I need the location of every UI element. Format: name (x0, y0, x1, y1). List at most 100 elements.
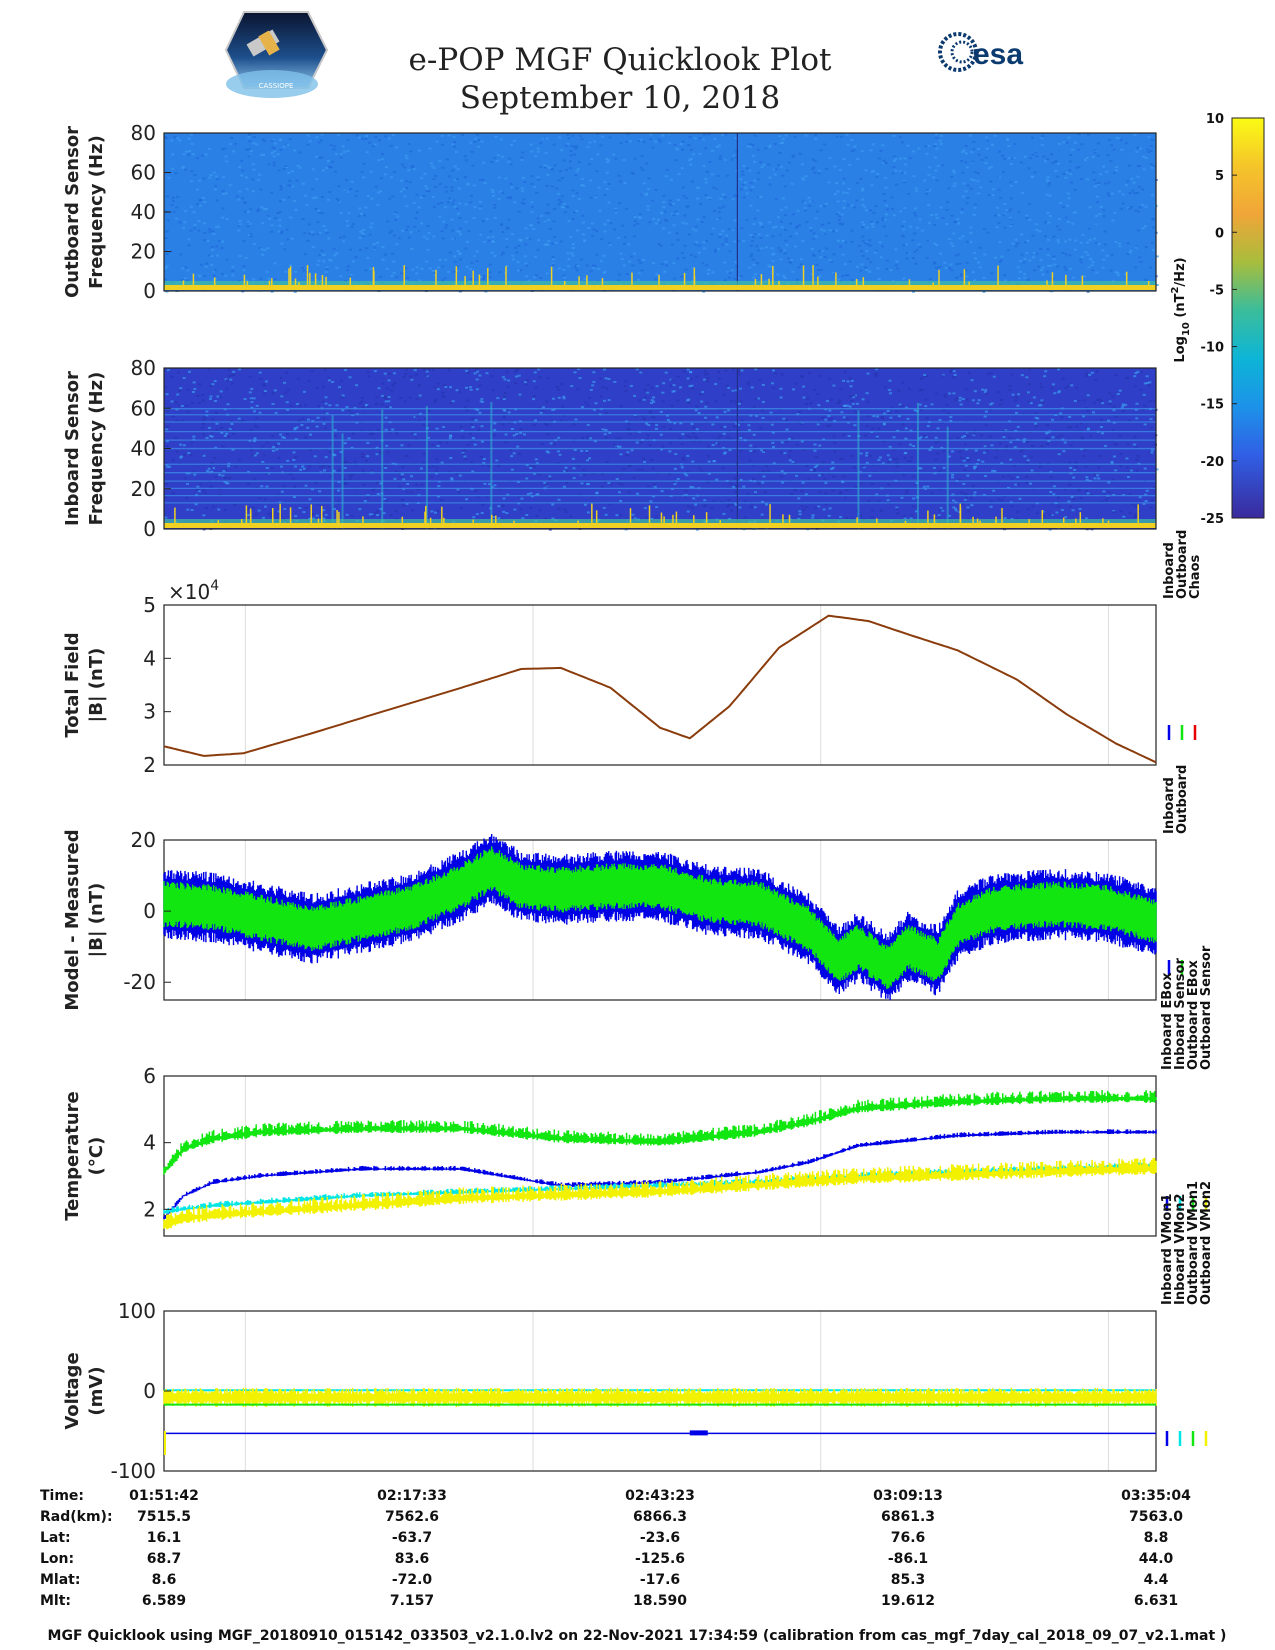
spectrogram-noise (1136, 455, 1140, 458)
spectrogram-noise (1145, 148, 1149, 151)
spectrogram-noise (869, 261, 873, 264)
spectrogram-noise (971, 271, 975, 274)
spectrogram-noise (1113, 455, 1117, 458)
spectrogram-noise (938, 265, 942, 268)
spectrogram-noise (704, 177, 708, 180)
spectrogram-noise (501, 191, 505, 194)
spectrogram-noise (789, 450, 793, 453)
spectrogram-noise (456, 250, 460, 253)
spectrogram-noise (322, 517, 326, 520)
spectrogram-noise (972, 251, 976, 254)
spectrogram-noise (1064, 253, 1068, 256)
spectrogram-noise (203, 416, 207, 419)
spectrogram-noise (815, 210, 819, 213)
spectrogram-noise (264, 380, 268, 383)
spectrogram-noise (689, 378, 693, 381)
spectrogram-noise (787, 455, 791, 458)
spectrogram-noise (168, 465, 172, 468)
spectrogram-noise (411, 509, 415, 512)
spectrogram-noise (586, 145, 590, 148)
spectrogram-noise (193, 387, 197, 390)
spectrogram-noise (285, 401, 289, 404)
spectrogram-noise (833, 165, 837, 168)
spectrogram-noise (937, 514, 941, 517)
spectrogram-noise (268, 217, 272, 220)
spectrogram-noise (196, 203, 200, 206)
spectrogram-noise (466, 183, 470, 186)
spectrogram-noise (793, 462, 797, 465)
spectrogram-noise (603, 193, 607, 196)
spectrogram-noise (343, 189, 347, 192)
spectrogram-noise (776, 273, 780, 276)
spectrogram-noise (935, 392, 939, 395)
spectrogram-noise (617, 236, 621, 239)
spectrogram-noise (184, 404, 188, 407)
spectrogram-noise (646, 485, 650, 488)
spectrogram-noise (565, 481, 569, 484)
spectrogram-noise (190, 402, 194, 405)
spectrogram-noise (706, 445, 710, 448)
spectrogram-noise (572, 423, 576, 426)
spectrogram-noise (801, 200, 805, 203)
spectrogram-noise (427, 368, 431, 371)
spectrogram-noise (1000, 255, 1004, 258)
spectrogram-noise (1027, 202, 1031, 205)
spectrogram-noise (365, 459, 369, 462)
spectrogram-noise (949, 416, 953, 419)
spectrogram-noise (265, 473, 269, 476)
spectrogram-noise (461, 133, 465, 136)
spectrogram-noise (952, 506, 956, 509)
y-axis-label: Frequency (Hz) (86, 372, 107, 526)
spectrogram-noise (1011, 393, 1015, 396)
spectrogram-noise (619, 405, 623, 408)
spectrogram-noise (707, 481, 711, 484)
spectrogram-noise (178, 462, 182, 465)
spectrogram-noise (779, 208, 783, 211)
spectrogram-noise (197, 402, 201, 405)
spectrogram-noise (508, 195, 512, 198)
spectrogram-noise (1041, 515, 1045, 518)
spectrogram-noise (598, 377, 602, 380)
spectrogram-noise (1026, 239, 1030, 242)
spectrogram-noise (927, 173, 931, 176)
spectrogram-noise (1082, 399, 1086, 402)
spectrogram-noise (783, 452, 787, 455)
spectrogram-noise (431, 368, 435, 371)
spectrogram-noise (661, 445, 665, 448)
spectrogram-noise (1009, 197, 1013, 200)
spectrogram-noise (702, 133, 706, 136)
spectrogram-noise (331, 160, 335, 163)
spectrogram-noise (920, 377, 924, 380)
spectrogram-noise (732, 485, 736, 488)
spectrogram-noise (561, 405, 565, 408)
spectrogram-noise (925, 152, 929, 155)
spectrogram-noise (328, 450, 332, 453)
spectrogram-noise (557, 507, 561, 510)
spectrogram-noise (894, 169, 898, 172)
spectrogram-noise (1075, 166, 1079, 169)
spectrogram-noise (870, 223, 874, 226)
spectrogram-noise (360, 231, 364, 234)
spectrogram-noise (881, 219, 885, 222)
spectrogram-noise (378, 451, 382, 454)
spectrogram-noise (590, 222, 594, 225)
spectrogram-noise (659, 433, 663, 436)
spectrogram-noise (557, 388, 561, 391)
spectrogram-noise (662, 425, 666, 428)
spectrogram-noise (371, 514, 375, 517)
spectrogram-noise (674, 159, 678, 162)
spectrogram-noise (261, 138, 265, 141)
spectrogram-noise (949, 263, 953, 266)
spectrogram-noise (332, 148, 336, 151)
spectrogram-noise (395, 432, 399, 435)
spectrogram-noise (220, 247, 224, 250)
spectrogram-noise (452, 199, 456, 202)
spectrogram-noise (925, 189, 929, 192)
spectrogram-noise (178, 139, 182, 142)
spectrogram-noise (702, 241, 706, 244)
spectrogram-noise (650, 402, 654, 405)
spectrogram-noise (493, 254, 497, 257)
spectrogram-noise (609, 483, 613, 486)
y-axis-label: Total Field (62, 632, 83, 737)
spectrogram-noise (412, 168, 416, 171)
